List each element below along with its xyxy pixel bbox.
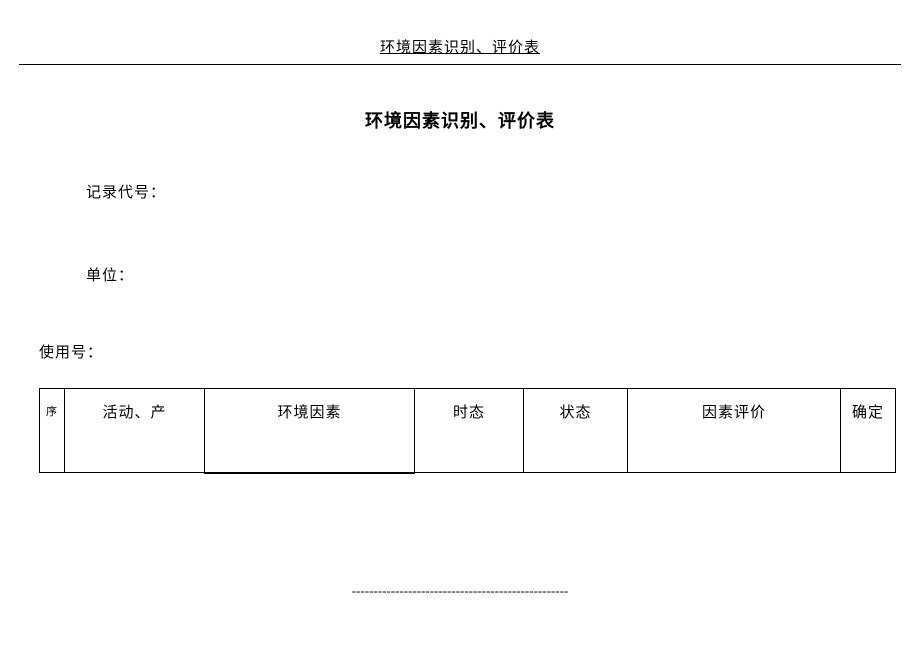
- col-header-tense: 时态: [415, 389, 524, 473]
- unit-label: 单位：: [86, 264, 920, 285]
- main-title: 环境因素识别、评价表: [0, 107, 920, 133]
- table-header-row: 序 活动、产 环境因素 时态 状态 因素评价 确定: [40, 389, 896, 473]
- col-header-eval: 因素评价: [628, 389, 841, 473]
- evaluation-table: 序 活动、产 环境因素 时态 状态 因素评价 确定: [39, 388, 920, 474]
- col-header-activity: 活动、产: [65, 389, 205, 473]
- header-rule: [19, 64, 901, 65]
- col-header-seq: 序: [40, 389, 65, 473]
- col-header-state: 状态: [524, 389, 628, 473]
- footer-dashes: ----------------------------------------…: [0, 583, 920, 599]
- col-header-confirm: 确定: [841, 389, 896, 473]
- col-header-factor: 环境因素: [205, 389, 415, 473]
- record-code-label: 记录代号：: [86, 181, 920, 202]
- page-header: 环境因素识别、评价表: [0, 0, 920, 57]
- use-number-label: 使用号：: [39, 341, 920, 362]
